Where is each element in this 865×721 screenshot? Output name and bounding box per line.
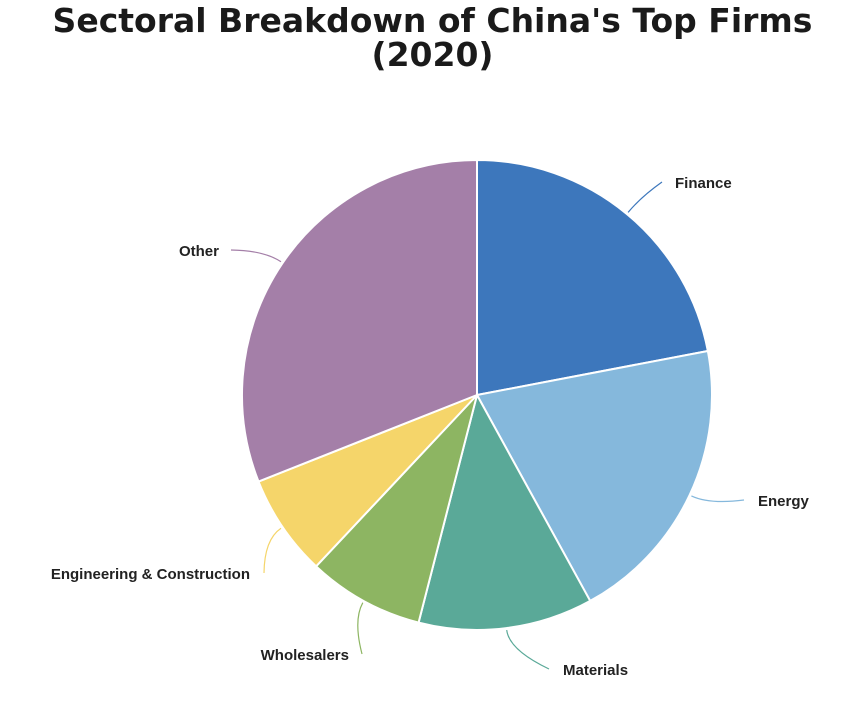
connector-line-wholesalers: [357, 602, 364, 655]
chart-title-line-2: (2020): [371, 35, 494, 74]
connector-line-materials: [506, 629, 550, 670]
pie-slice-other[interactable]: [240, 159, 478, 483]
slice-label-wholesalers: Wholesalers: [261, 647, 349, 664]
slice-label-finance: Finance: [675, 175, 732, 192]
pie-slice-energy[interactable]: [476, 349, 713, 602]
slice-label-materials: Materials: [563, 662, 628, 679]
connector-line-engineering-construction: [263, 527, 282, 574]
slice-label-energy: Energy: [758, 493, 810, 510]
connector-line-other: [230, 249, 282, 263]
pie-slice-finance[interactable]: [476, 159, 709, 396]
connector-line-finance: [627, 181, 663, 213]
chart-title: Sectoral Breakdown of China's Top Firms …: [0, 4, 865, 72]
connector-line-energy: [691, 495, 745, 503]
pie-slice-wholesalers[interactable]: [315, 394, 478, 624]
slice-label-other: Other: [179, 243, 219, 260]
chart-title-line-1: Sectoral Breakdown of China's Top Firms: [52, 1, 813, 40]
slice-label-engineering-construction: Engineering & Construction: [51, 566, 250, 583]
pie-slice-engineering-construction[interactable]: [257, 394, 478, 568]
pie-slice-materials[interactable]: [417, 394, 592, 631]
